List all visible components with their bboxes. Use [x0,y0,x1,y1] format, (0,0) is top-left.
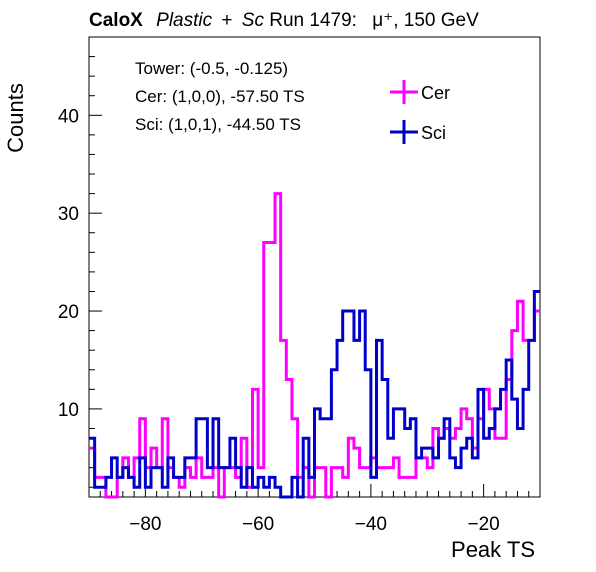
x-tick-label: −40 [355,514,387,535]
x-tick-label: −80 [129,514,161,535]
y-tick-label: 40 [58,106,79,127]
info-box-background [124,49,384,145]
legend-label-cer: Cer [421,83,450,103]
info-line-sci: Sci: (1,0,1), -44.50 TS [135,115,301,134]
series-layer [89,192,540,499]
info-line-cer: Cer: (1,0,0), -57.50 TS [135,87,305,106]
y-tick-label: 10 [58,400,79,421]
info-line-tower: Tower: (-0.5, -0.125) [135,59,288,78]
y-axis-label: Counts [3,83,28,153]
series-sci-line [89,289,540,499]
legend-label-sci: Sci [421,123,446,143]
legend: Cer Sci [390,80,450,144]
x-axis-label: Peak TS [451,537,535,562]
chart-title: CaloX Plastic + Sc Run 1479: μ⁺, 150 GeV [89,10,479,31]
y-tick-label: 20 [58,302,79,323]
x-tick-label: −20 [468,514,500,535]
x-tick-label: −60 [242,514,274,535]
y-tick-label: 30 [58,204,79,225]
